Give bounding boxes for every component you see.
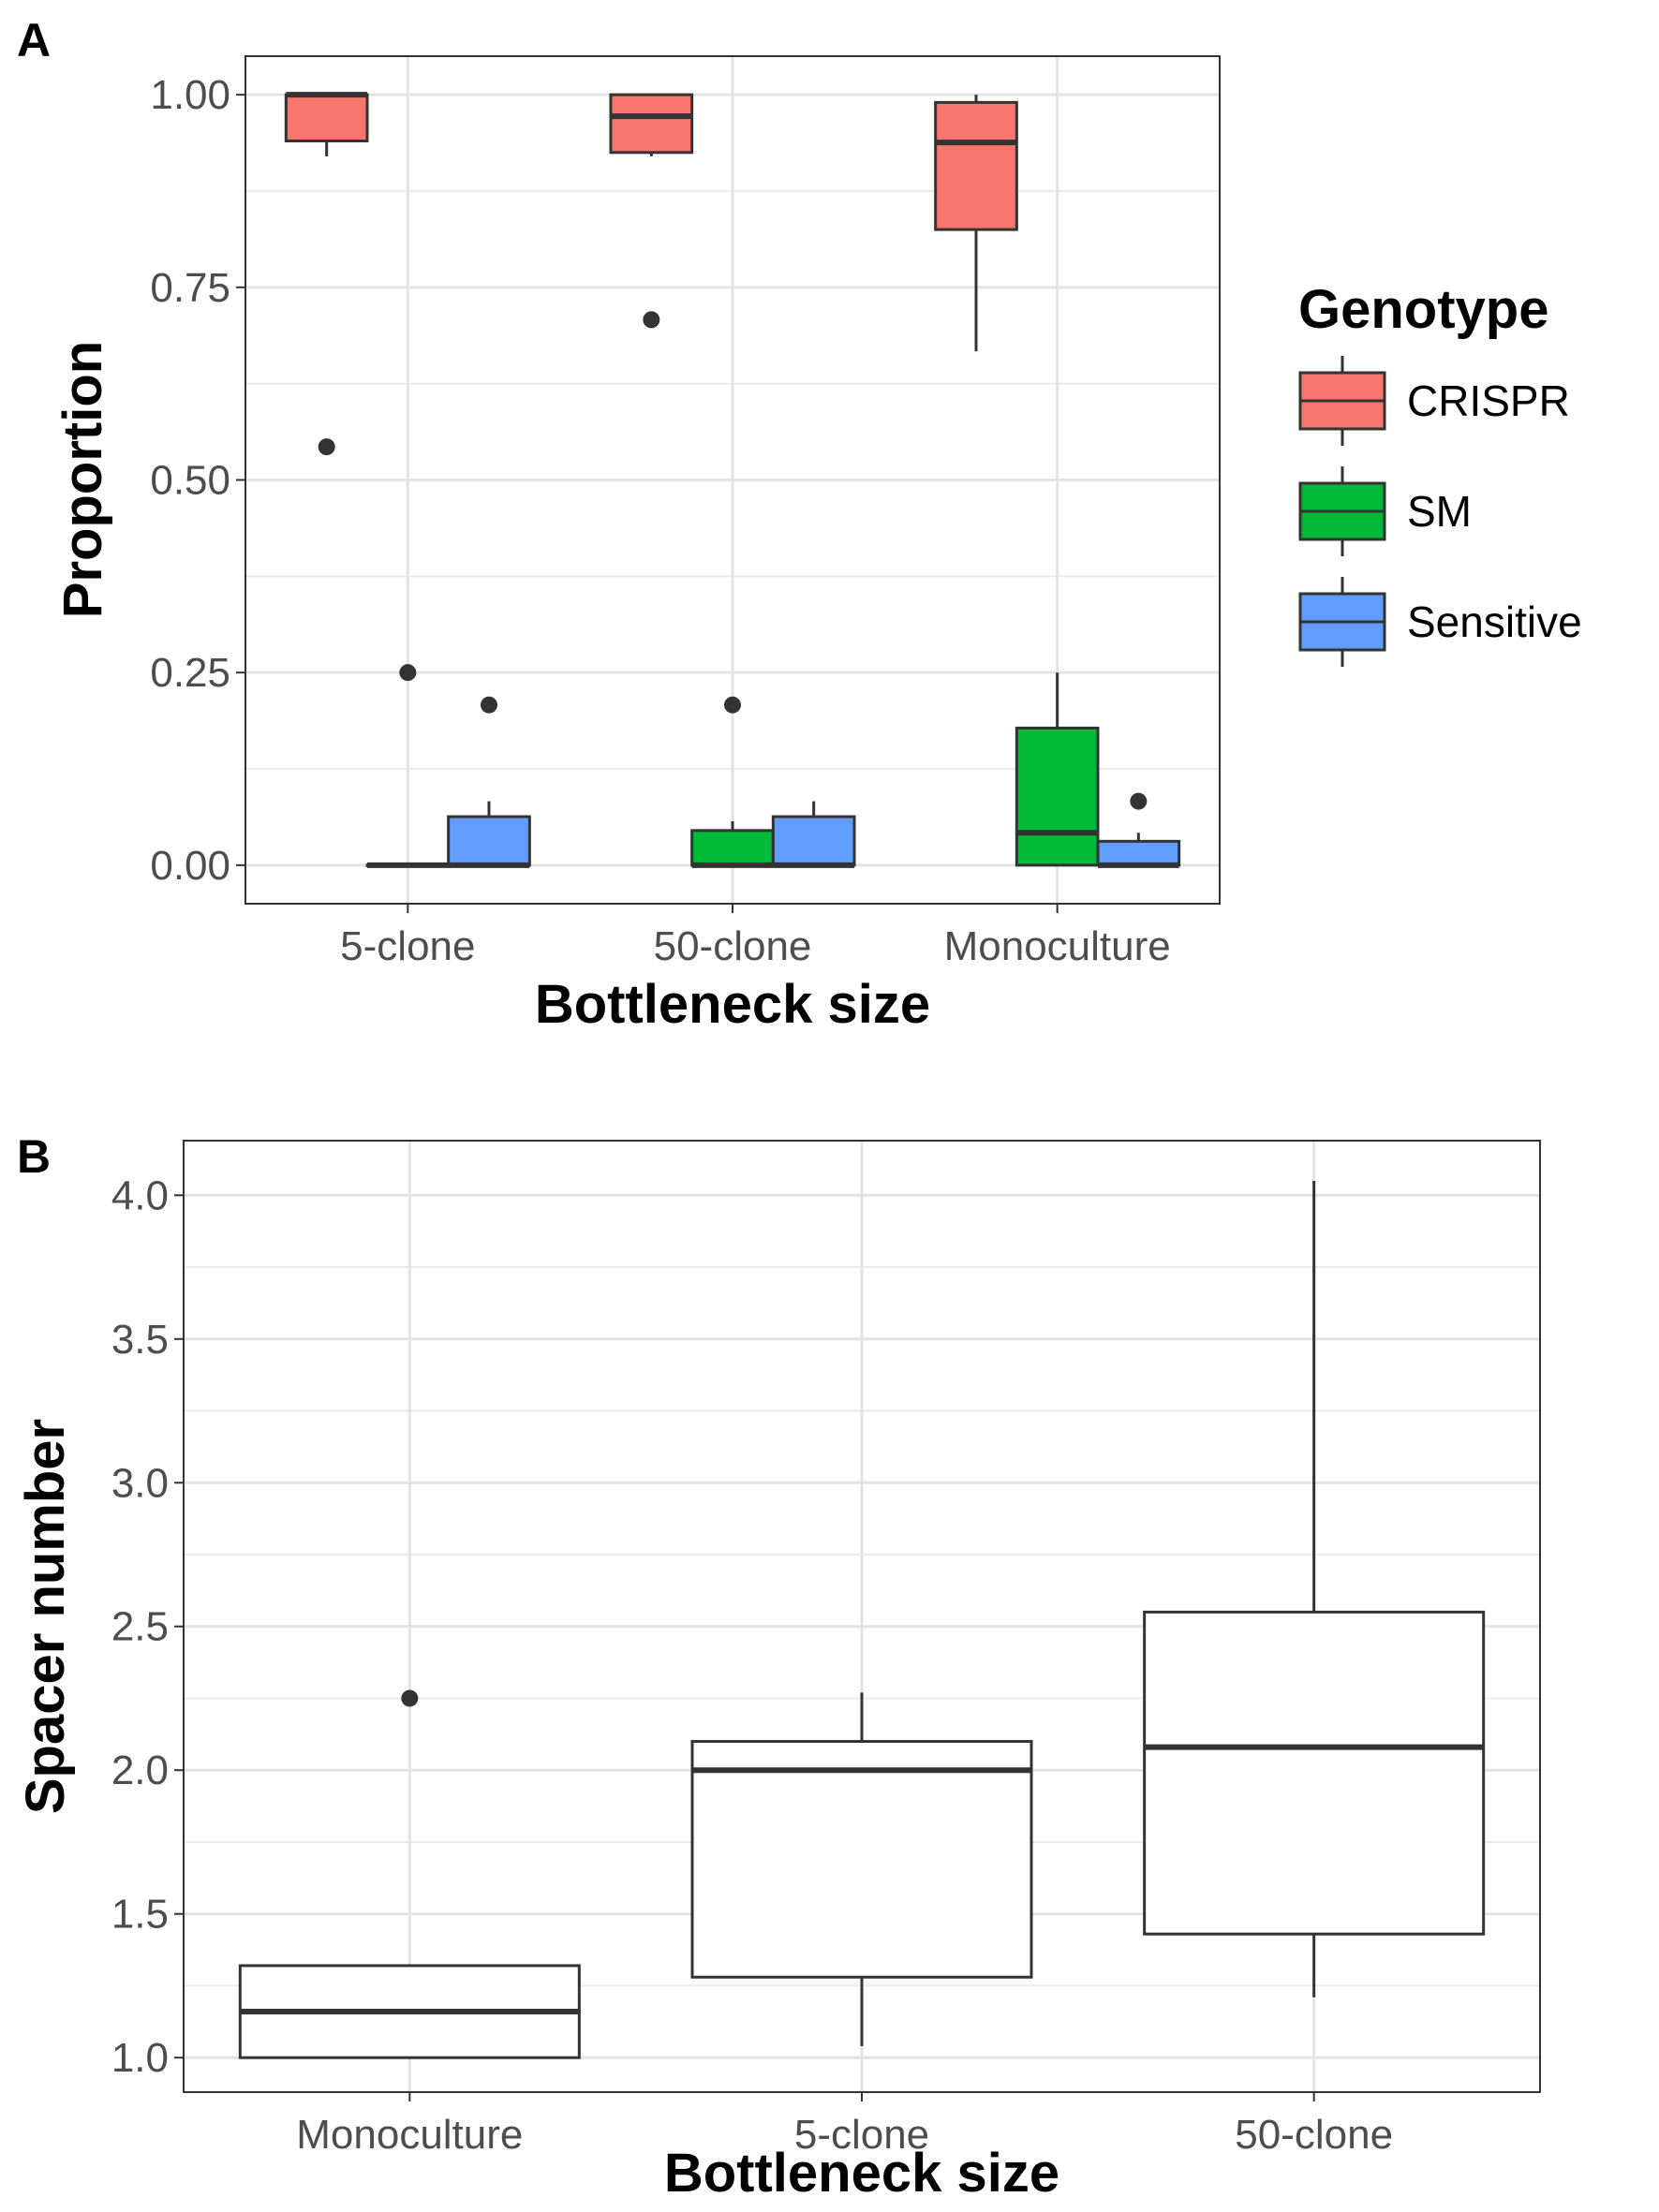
panel-a-y-ticks: 0.00 0.25 0.50 0.75 1.00 xyxy=(150,72,245,889)
panel-b-x-axis-title: Bottleneck size xyxy=(664,2143,1059,2204)
panel-b-x-ticks: Monoculture 5-clone 50-clone xyxy=(296,2092,1393,2158)
outlier-point xyxy=(401,1689,419,1707)
x-tick-label: 50-clone xyxy=(1235,2112,1393,2158)
outlier-point xyxy=(318,438,335,456)
outlier-point xyxy=(399,664,417,682)
y-tick-label: 2.5 xyxy=(111,1604,169,1650)
box-body xyxy=(1143,1610,1486,1936)
box-sensitive-monoculture xyxy=(1096,792,1181,868)
box-sm-50-clone xyxy=(690,696,775,868)
x-tick-label: Monoculture xyxy=(944,923,1171,969)
y-tick-label: 4.0 xyxy=(111,1172,169,1218)
panel-b-y-axis-title: Spacer number xyxy=(15,1419,76,1814)
outlier-point xyxy=(1130,792,1148,810)
panel-a-x-axis-title: Bottleneck size xyxy=(535,974,930,1035)
x-tick-label: 50-clone xyxy=(654,923,812,969)
y-tick-label: 3.0 xyxy=(111,1460,169,1506)
panel-b: B 1.0 1.5 2.0 2.5 3.0 3.5 4.0 Monoculture 5-clo… xyxy=(15,1130,1541,2204)
box-sensitive-5-clone xyxy=(447,696,531,868)
legend-title: Genotype xyxy=(1298,279,1549,340)
legend-label: CRISPR xyxy=(1407,376,1570,425)
box-crispr-monoculture xyxy=(934,95,1018,352)
box-body xyxy=(447,815,531,867)
box-50-clone xyxy=(1143,1180,1486,1998)
y-tick-label: 0.75 xyxy=(150,265,230,311)
y-tick-label: 2.0 xyxy=(111,1747,169,1793)
x-tick-label: Monoculture xyxy=(296,2112,523,2158)
panel-b-letter: B xyxy=(17,1130,51,1183)
box-crispr-50-clone xyxy=(609,93,694,329)
x-tick-label: 5-clone xyxy=(340,923,475,969)
panel-a: A 0.00 0.25 0.50 0.75 1.00 5-clone 50-clone Mo… xyxy=(17,14,1582,1035)
panel-a-letter: A xyxy=(17,14,51,66)
box-body xyxy=(1096,839,1181,867)
panel-b-boxes xyxy=(238,1180,1486,2059)
box-5-clone xyxy=(690,1692,1033,2046)
outlier-point xyxy=(724,696,741,714)
x-tick-label: 5-clone xyxy=(794,2112,929,2158)
legend: Genotype CRISPR SM Sensitive xyxy=(1298,279,1582,667)
legend-entry-sm: SM xyxy=(1298,466,1472,556)
box-body xyxy=(771,815,856,867)
panel-a-gridlines xyxy=(245,56,1220,904)
y-tick-label: 1.0 xyxy=(111,2035,169,2081)
box-sm-monoculture xyxy=(1015,672,1100,867)
legend-label: Sensitive xyxy=(1407,597,1582,646)
y-tick-label: 0.25 xyxy=(150,650,230,696)
box-body xyxy=(609,93,694,155)
y-tick-label: 3.5 xyxy=(111,1317,169,1363)
y-tick-label: 1.00 xyxy=(150,72,230,118)
legend-entries: CRISPR SM Sensitive xyxy=(1298,356,1582,667)
panel-b-y-ticks: 1.0 1.5 2.0 2.5 3.0 3.5 4.0 xyxy=(111,1172,184,2081)
box-sensitive-50-clone xyxy=(771,801,856,868)
box-body xyxy=(284,93,369,142)
box-body xyxy=(690,1740,1033,1979)
legend-entry-crispr: CRISPR xyxy=(1298,356,1570,446)
outlier-point xyxy=(481,696,497,714)
y-tick-label: 0.00 xyxy=(150,843,230,889)
panel-a-boxes xyxy=(284,92,1181,868)
box-body xyxy=(1015,726,1100,867)
box-monoculture xyxy=(238,1689,581,2059)
box-body xyxy=(934,100,1018,231)
panel-a-y-axis-title: Proportion xyxy=(52,341,113,618)
legend-entry-sensitive: Sensitive xyxy=(1298,577,1582,667)
legend-label: SM xyxy=(1407,487,1472,536)
panel-a-x-ticks: 5-clone 50-clone Monoculture xyxy=(340,904,1171,969)
y-tick-label: 1.5 xyxy=(111,1892,169,1938)
box-crispr-5-clone xyxy=(284,92,369,456)
outlier-point xyxy=(643,311,660,329)
box-body xyxy=(690,829,775,867)
y-tick-label: 0.50 xyxy=(150,458,230,504)
